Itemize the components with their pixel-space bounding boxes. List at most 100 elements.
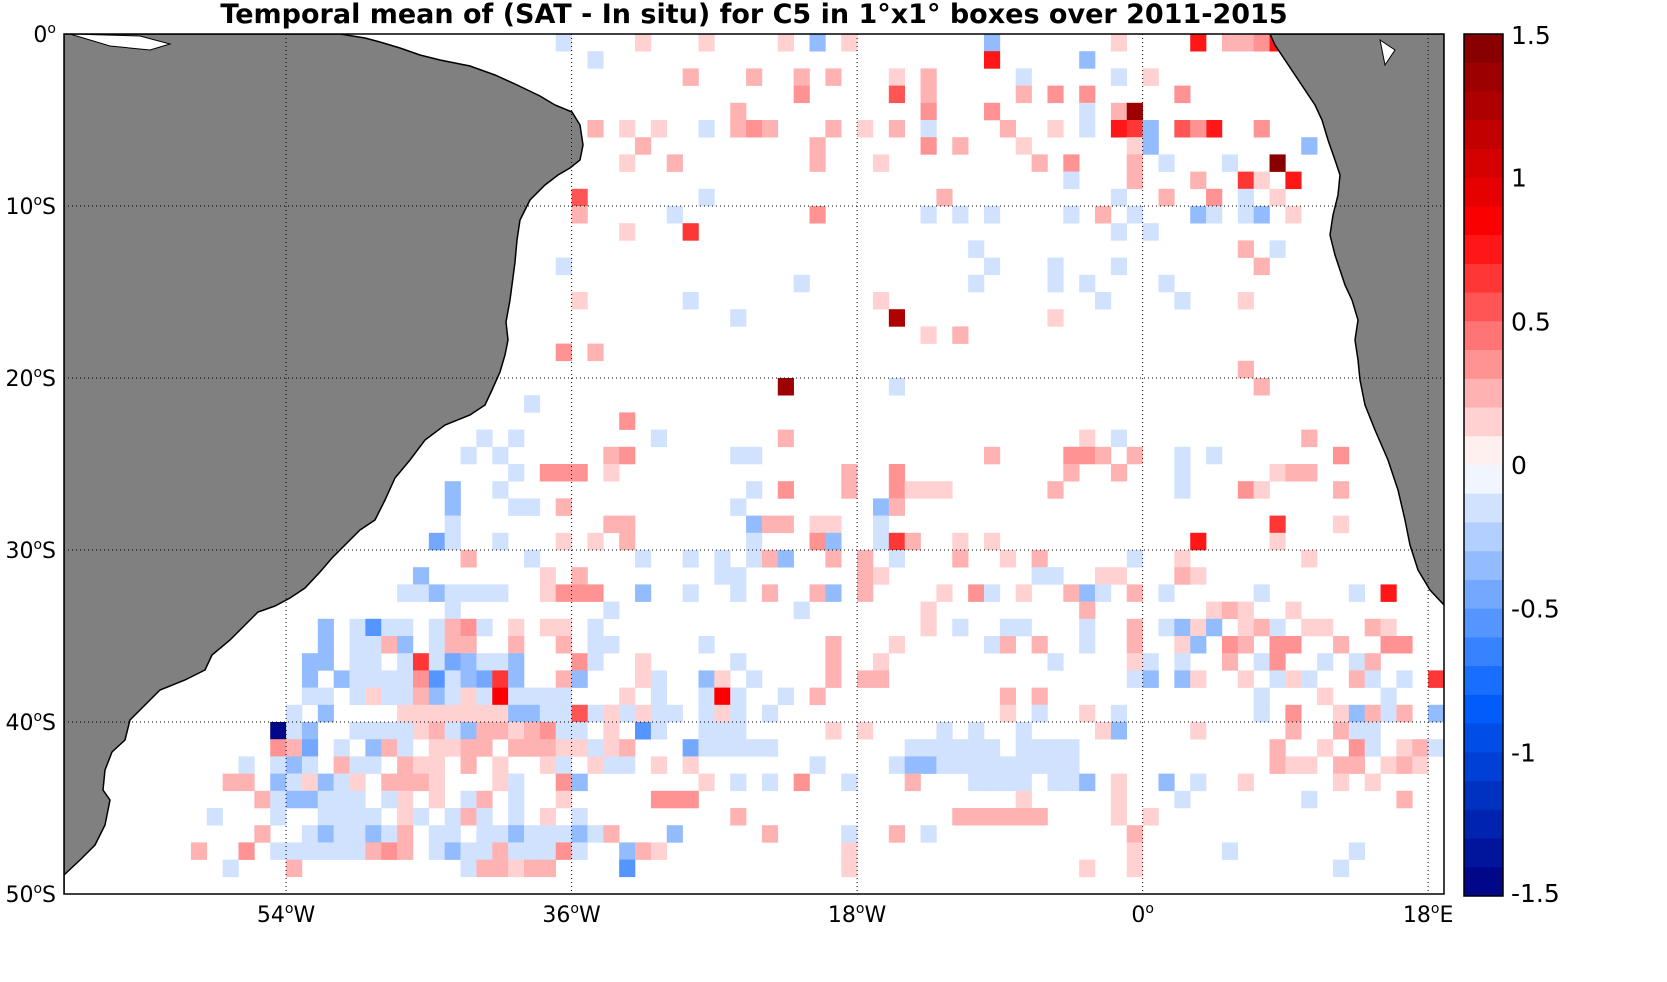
grid-cell (301, 756, 319, 774)
grid-cell (1063, 464, 1080, 482)
grid-cell (539, 584, 557, 602)
grid-cell (1031, 567, 1048, 585)
grid-cell (984, 257, 1001, 276)
grid-cell (476, 739, 493, 757)
grid-cell (1317, 687, 1334, 706)
grid-cell (730, 584, 747, 602)
grid-cell (984, 446, 1001, 465)
grid-cell (904, 756, 921, 774)
grid-cell (1237, 206, 1254, 224)
grid-cell (952, 550, 969, 568)
grid-cell (365, 618, 382, 637)
grid-cell (1285, 171, 1302, 190)
grid-cell (1031, 704, 1048, 723)
grid-cell (1206, 206, 1223, 224)
lat-tick-label: 30oS (5, 537, 56, 564)
grid-cell (761, 825, 779, 843)
grid-cell (777, 515, 794, 534)
grid-cell (1206, 188, 1223, 207)
grid-cell (1269, 515, 1286, 534)
grid-cell (1126, 618, 1143, 637)
grid-cell (1237, 618, 1254, 637)
grid-cell (428, 825, 445, 843)
grid-cell (1174, 85, 1191, 104)
grid-cell (555, 464, 572, 482)
grid-cell (952, 206, 969, 224)
grid-cell (571, 739, 588, 757)
grid-cell (555, 34, 572, 52)
grid-cell (301, 790, 319, 809)
grid-cell (666, 790, 683, 809)
grid-cell (730, 722, 747, 740)
grid-cell (952, 137, 969, 155)
grid-cell (539, 825, 557, 843)
grid-cell (365, 636, 382, 654)
grid-cell (1047, 274, 1064, 293)
grid-cell (539, 567, 557, 585)
grid-cell (508, 653, 525, 671)
grid-cell (1047, 120, 1064, 138)
grid-cell (397, 722, 414, 740)
grid-cell (571, 292, 588, 310)
grid-cell (1190, 532, 1207, 551)
grid-cell (539, 756, 557, 774)
grid-cell (1015, 722, 1032, 740)
grid-cell (206, 808, 223, 826)
grid-cell (936, 188, 953, 207)
grid-cell (1063, 756, 1080, 774)
colorbar-tick-label: 1.5 (1511, 21, 1551, 50)
grid-cell (524, 859, 541, 878)
grid-cell (904, 481, 921, 499)
grid-cell (825, 584, 842, 602)
grid-cell (1063, 446, 1080, 465)
grid-cell (1110, 120, 1128, 138)
grid-cell (1348, 653, 1365, 671)
grid-cell (317, 704, 334, 723)
colorbar-segment (1464, 493, 1503, 523)
grid-cell (999, 808, 1017, 826)
grid-cell (1253, 687, 1270, 706)
grid-cell (777, 481, 794, 499)
grid-cell (492, 773, 509, 792)
grid-cell (984, 636, 1001, 654)
grid-cell (460, 550, 477, 568)
grid-cell (1079, 51, 1096, 69)
grid-cell (872, 532, 890, 551)
grid-cell (301, 739, 319, 757)
grid-cell (1095, 446, 1112, 465)
colorbar-segment (1464, 34, 1503, 64)
grid-cell (1190, 618, 1207, 637)
grid-cell (777, 34, 794, 52)
grid-cell (936, 722, 953, 740)
grid-cell (524, 550, 541, 568)
grid-cell (1174, 481, 1191, 499)
grid-cell (809, 137, 826, 155)
grid-cell (650, 670, 668, 688)
grid-cell (888, 481, 905, 499)
grid-cell (936, 739, 953, 757)
grid-cell (397, 584, 414, 602)
grid-cell (539, 618, 557, 637)
grid-cell (492, 859, 509, 878)
grid-cell (317, 790, 334, 809)
grid-cell (1126, 859, 1143, 878)
grid-cell (571, 653, 588, 671)
grid-cell (714, 670, 731, 688)
grid-cell (825, 68, 842, 86)
grid-cell (460, 859, 477, 878)
grid-cell (1412, 739, 1429, 757)
grid-cell (460, 790, 477, 809)
grid-cell (1348, 739, 1365, 757)
grid-cell (524, 842, 541, 860)
grid-cell (825, 515, 842, 534)
grid-cell (1396, 739, 1413, 757)
grid-cell (460, 842, 477, 860)
grid-cell (1237, 670, 1254, 688)
grid-cell (1079, 429, 1096, 448)
grid-cell (714, 687, 731, 706)
grid-cell (571, 188, 588, 207)
grid-cell (825, 722, 842, 740)
grid-cell (1285, 601, 1302, 620)
grid-cell (920, 137, 937, 155)
grid-cell (1095, 292, 1112, 310)
